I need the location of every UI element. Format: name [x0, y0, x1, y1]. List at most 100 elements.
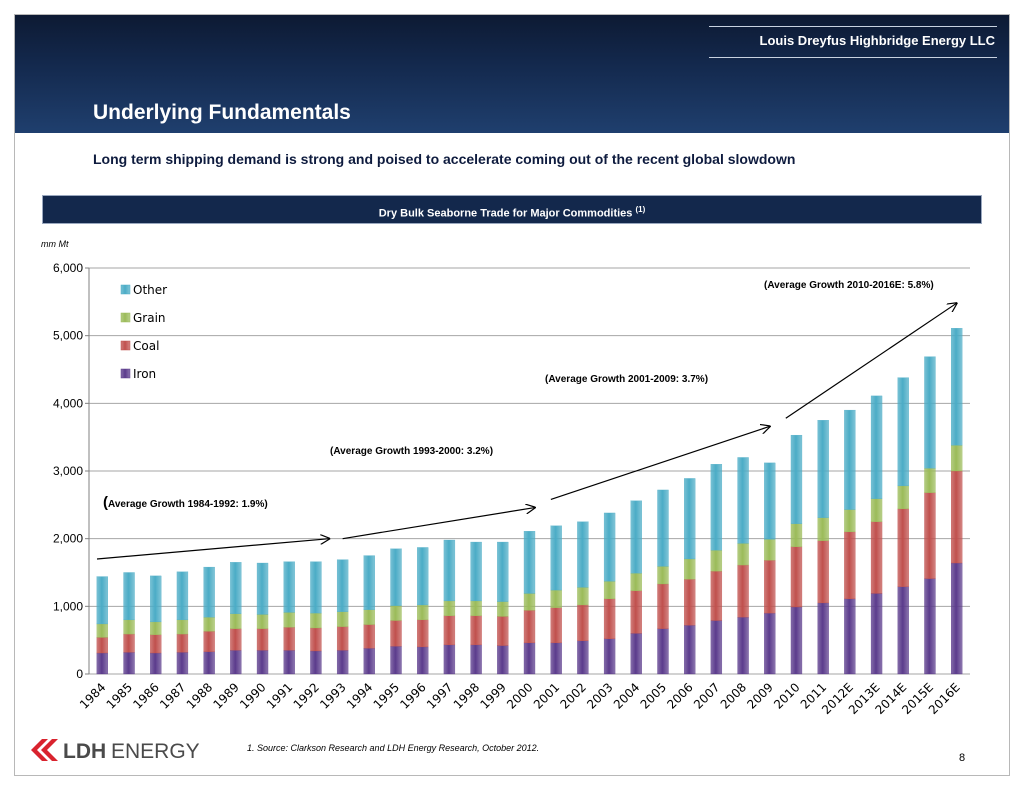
bar-segment-coal [737, 564, 749, 618]
bar-segment-grain [657, 566, 669, 585]
x-tick-label: 1992 [291, 680, 322, 711]
x-tick-label: 1995 [371, 680, 402, 711]
x-tick-label: 1984 [77, 680, 108, 711]
bar-segment-iron [684, 625, 696, 675]
bar-segment-iron [951, 562, 963, 675]
bar-segment-grain [470, 600, 482, 616]
bar-segment-other [577, 521, 589, 588]
bar-segment-coal [230, 628, 242, 651]
bar-segment-other [283, 561, 295, 613]
x-tick-label: 1990 [237, 680, 268, 711]
y-tick-label: 5,000 [53, 329, 83, 343]
bar-segment-coal [817, 540, 829, 604]
bar-segment-coal [176, 633, 189, 653]
bar-segment-grain [924, 468, 936, 493]
bar-segment-iron [230, 650, 242, 675]
bar-segment-grain [684, 558, 696, 580]
legend-swatch-iron [120, 368, 131, 379]
bar-segment-coal [550, 607, 562, 644]
bar-segment-iron [550, 642, 562, 675]
bar-segment-iron [630, 633, 642, 675]
bar-segment-iron [870, 593, 883, 675]
y-tick-label: 2,000 [53, 532, 83, 546]
bar-segment-grain [870, 498, 883, 522]
bar-segment-other [710, 464, 723, 551]
bar-segment-coal [603, 598, 616, 639]
bar-segment-iron [123, 652, 135, 675]
ldh-energy-logo: LDH ENERGY [31, 739, 200, 763]
bar-segment-iron [577, 640, 589, 675]
bar-segment-iron [657, 628, 669, 675]
bar-segment-grain [790, 523, 803, 547]
growth-arrow [96, 539, 329, 560]
x-tick-label: 1986 [130, 680, 161, 711]
bar-segment-iron [897, 586, 909, 675]
legend-label-grain: Grain [133, 311, 166, 325]
bar-segment-grain [230, 613, 242, 629]
bar-segment-other [657, 489, 669, 567]
bar-segment-grain [443, 600, 456, 616]
x-tick-label: 1998 [451, 680, 482, 711]
x-tick-label: 2005 [638, 680, 669, 711]
bar-segment-coal [256, 628, 269, 651]
bar-segment-other [550, 525, 562, 591]
legend-swatch-coal [120, 340, 131, 351]
x-tick-label: 2004 [611, 680, 642, 711]
bar-segment-other [96, 576, 108, 625]
slide: Louis Dreyfus Highbridge Energy LLC Unde… [14, 14, 1010, 776]
bar-segment-grain [150, 621, 162, 635]
bar-segment-other [230, 562, 242, 614]
bar-segment-other [470, 541, 482, 602]
bar-segment-coal [684, 579, 696, 626]
bar-segment-coal [417, 619, 429, 648]
x-tick-label: 1996 [397, 680, 428, 711]
bar-segment-iron [924, 578, 936, 675]
bar-segment-grain [497, 601, 509, 617]
bar-segment-iron [737, 617, 749, 675]
bar-segment-other [256, 562, 269, 615]
bar-segment-coal [951, 470, 963, 564]
bar-segment-other [443, 539, 456, 602]
bar-segment-other [363, 555, 375, 610]
bar-segment-grain [630, 573, 642, 591]
bar-segment-iron [523, 642, 536, 675]
bar-segment-other [150, 575, 162, 623]
x-tick-label: 1999 [477, 680, 508, 711]
page-number: 8 [959, 752, 966, 764]
chart-title: Dry Bulk Seaborne Trade for Major Commod… [378, 207, 633, 220]
bar-segment-grain [203, 617, 215, 632]
bar-segment-other [870, 395, 883, 499]
bar-segment-coal [96, 637, 108, 654]
bar-segment-other [844, 409, 856, 510]
bar-segment-other [684, 478, 696, 560]
x-tick-label: 2000 [504, 680, 535, 711]
growth-arrow [342, 508, 535, 540]
bar-segment-other [203, 566, 215, 618]
bar-segment-coal [310, 627, 322, 652]
growth-arrow [550, 426, 770, 500]
legend-label-coal: Coal [133, 339, 159, 353]
bar-segment-other [764, 462, 776, 540]
header-banner: Louis Dreyfus Highbridge Energy LLC Unde… [15, 15, 1009, 133]
x-tick-label: 1994 [344, 680, 375, 711]
bar-segment-iron [790, 606, 803, 675]
bar-segment-grain [550, 589, 562, 608]
legend-swatch-other [120, 284, 131, 295]
bar-segment-coal [870, 521, 883, 594]
bar-segment-other [737, 457, 749, 544]
source-footnote: 1. Source: Clarkson Research and LDH Ene… [247, 743, 540, 753]
logo-text: ENERGY [111, 740, 200, 763]
bar-segment-other [390, 548, 402, 606]
growth-annotation: (Average Growth 2010-2016E: 5.8%) [764, 280, 934, 291]
y-tick-label: 4,000 [53, 396, 83, 410]
x-tick-label: 1985 [104, 680, 135, 711]
bar-segment-grain [417, 604, 429, 621]
logo-chevron-left-icon [31, 739, 48, 761]
logo-text-bold: LDH [63, 740, 106, 763]
bar-segment-coal [523, 610, 536, 644]
x-tick-label: 2007 [691, 680, 722, 711]
bar-segment-coal [924, 492, 936, 579]
bar-segment-grain [390, 605, 402, 621]
bar-segment-iron [497, 645, 509, 675]
stacked-bar-chart: 01,0002,0003,0004,0005,0006,000198419851… [53, 261, 970, 717]
